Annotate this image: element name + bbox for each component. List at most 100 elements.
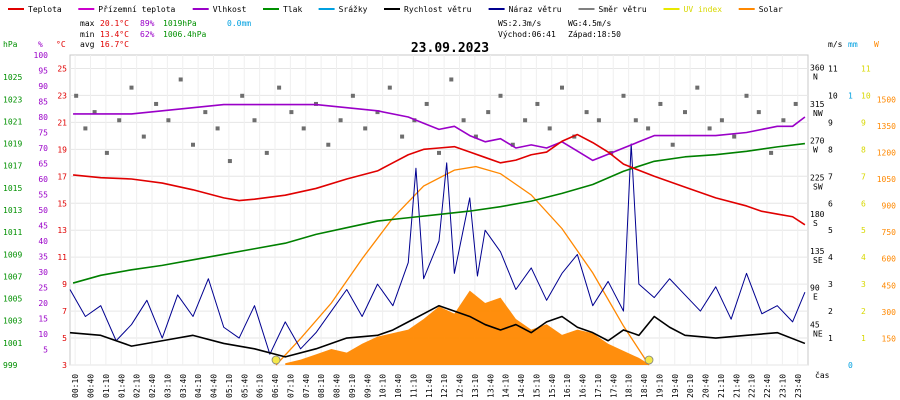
solar-tick-3: 600 bbox=[882, 255, 897, 264]
direction-point bbox=[74, 93, 79, 98]
legend-label-6: Náraz větru bbox=[509, 5, 562, 14]
uv-tick-0: 1 bbox=[861, 334, 866, 343]
temperature-line bbox=[72, 133, 806, 226]
direction-point bbox=[289, 110, 294, 115]
temperature-tick-10: 23 bbox=[57, 91, 67, 100]
direction-label-6: NW bbox=[813, 109, 823, 118]
uv-tick-9: 10 bbox=[861, 91, 871, 100]
pressure-tick-2: 1003 bbox=[3, 317, 22, 326]
x-axis: 00:10 00:40 01:10 01:40 02:10 02:40 03:10 03:40… bbox=[71, 374, 803, 398]
solar-measured-area bbox=[285, 290, 650, 365]
direction-label-1: E bbox=[813, 293, 818, 302]
temperature-tick-7: 17 bbox=[57, 172, 67, 181]
direction-point bbox=[621, 93, 626, 98]
x-tick-16: 08:10 bbox=[317, 374, 326, 398]
direction-label-3: S bbox=[813, 219, 818, 228]
uv-tick-8: 9 bbox=[861, 118, 866, 127]
direction-point bbox=[83, 126, 88, 131]
solar-tick-0: 150 bbox=[882, 334, 897, 343]
direction-point bbox=[326, 142, 331, 147]
direction-point bbox=[240, 93, 245, 98]
humidity-tick-13: 70 bbox=[38, 144, 48, 153]
unit-w: W bbox=[874, 40, 879, 49]
direction-point bbox=[252, 118, 257, 123]
direction-point bbox=[264, 150, 269, 155]
pressure-tick-9: 1017 bbox=[3, 162, 22, 171]
solar-theoretical-line bbox=[275, 165, 650, 366]
direction-tick-6: 315 bbox=[810, 100, 825, 109]
uv-tick-2: 3 bbox=[861, 280, 866, 289]
stat-sunrise: Východ:06:41 bbox=[498, 30, 556, 39]
x-tick-22: 11:10 bbox=[409, 374, 418, 398]
direction-point bbox=[104, 150, 109, 155]
direction-point bbox=[166, 118, 171, 123]
legend-label-5: Rychlost větru bbox=[404, 5, 472, 14]
direction-label-7: N bbox=[813, 72, 818, 81]
direction-point bbox=[486, 110, 491, 115]
direction-label-2: SE bbox=[813, 256, 823, 265]
humidity-tick-5: 30 bbox=[38, 268, 48, 277]
solar-layer bbox=[271, 165, 654, 366]
direction-point bbox=[658, 101, 663, 106]
direction-point bbox=[215, 126, 220, 131]
direction-point bbox=[473, 134, 478, 139]
direction-point bbox=[117, 118, 122, 123]
temperature-tick-8: 19 bbox=[57, 145, 67, 154]
x-tick-38: 19:10 bbox=[655, 374, 664, 398]
humidity-tick-10: 55 bbox=[38, 191, 48, 200]
direction-point bbox=[781, 118, 786, 123]
direction-point bbox=[92, 110, 97, 115]
rain-tick-1: 1 bbox=[848, 91, 853, 100]
wind-tick-8: 9 bbox=[828, 118, 833, 127]
humidity-tick-15: 80 bbox=[38, 113, 48, 122]
x-tick-6: 03:10 bbox=[163, 374, 172, 398]
pressure-tick-8: 1015 bbox=[3, 184, 22, 193]
pressure-tick-4: 1007 bbox=[3, 272, 22, 281]
unit-mm: mm bbox=[848, 40, 858, 49]
x-tick-0: 00:10 bbox=[71, 374, 80, 398]
x-tick-31: 15:40 bbox=[548, 374, 557, 398]
series-lines bbox=[69, 103, 806, 358]
pressure-tick-12: 1023 bbox=[3, 95, 22, 104]
direction-point bbox=[227, 159, 232, 164]
x-tick-45: 22:40 bbox=[763, 374, 772, 398]
legend-label-4: Srážky bbox=[339, 5, 368, 14]
legend-label-8: UV index bbox=[684, 5, 723, 14]
stat-rain: 0.0mm bbox=[227, 19, 251, 28]
temperature-tick-4: 11 bbox=[57, 253, 67, 262]
solar-tick-4: 750 bbox=[882, 228, 897, 237]
unit-ms: m/s bbox=[828, 40, 843, 49]
uv-tick-6: 7 bbox=[861, 172, 866, 181]
direction-label-0: NE bbox=[813, 329, 823, 338]
axis-unit-labels: hPa % °C m/s mm W čas bbox=[3, 40, 879, 380]
x-tick-12: 06:10 bbox=[256, 374, 265, 398]
direction-point bbox=[584, 110, 589, 115]
stat-max-temp: 20.1°C bbox=[100, 19, 129, 28]
temperature-tick-11: 25 bbox=[57, 64, 67, 73]
stat-ws: WS:2.3m/s bbox=[498, 19, 542, 28]
humidity-tick-3: 20 bbox=[38, 299, 48, 308]
x-tick-8: 04:10 bbox=[194, 374, 203, 398]
wind-tick-7: 8 bbox=[828, 145, 833, 154]
stat-sunset: Západ:18:50 bbox=[568, 30, 621, 39]
x-tick-40: 20:10 bbox=[686, 374, 695, 398]
wind-tick-5: 6 bbox=[828, 199, 833, 208]
stat-avg-label: avg bbox=[80, 40, 95, 49]
x-tick-34: 17:10 bbox=[594, 374, 603, 398]
direction-point bbox=[449, 77, 454, 82]
x-tick-33: 16:40 bbox=[579, 374, 588, 398]
temperature-tick-6: 15 bbox=[57, 199, 67, 208]
direction-point bbox=[338, 118, 343, 123]
x-tick-32: 16:10 bbox=[563, 374, 572, 398]
temperature-tick-2: 7 bbox=[62, 307, 67, 316]
direction-point bbox=[301, 126, 306, 131]
x-tick-2: 01:10 bbox=[102, 374, 111, 398]
stat-min-label: min bbox=[80, 30, 95, 39]
direction-tick-5: 270 bbox=[810, 137, 825, 146]
humidity-tick-16: 85 bbox=[38, 98, 48, 107]
direction-point bbox=[141, 134, 146, 139]
direction-point bbox=[510, 142, 515, 147]
humidity-tick-7: 40 bbox=[38, 237, 48, 246]
direction-point bbox=[769, 150, 774, 155]
x-tick-3: 01:40 bbox=[117, 374, 126, 398]
